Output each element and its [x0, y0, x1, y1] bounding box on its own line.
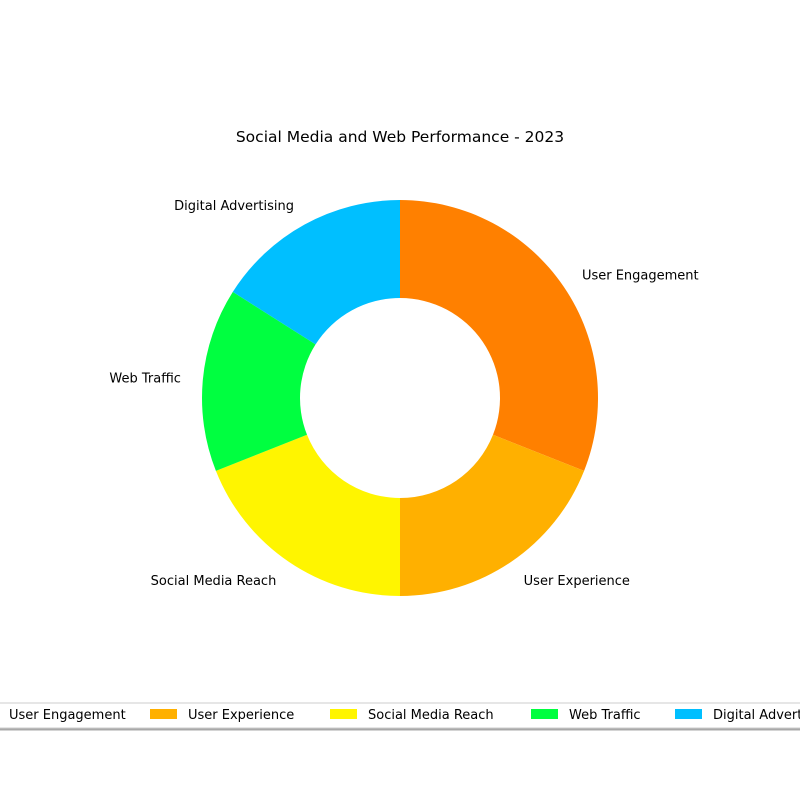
slice-digital-advertising — [232, 200, 400, 345]
legend-label-user-experience: User Experience — [188, 708, 294, 723]
slice-labels: User Engagement User Experience Social Med… — [109, 199, 698, 589]
legend-item-digital-advertising: Digital Advertising — [675, 708, 800, 723]
slice-label-user-experience: User Experience — [524, 574, 630, 589]
legend-item-social-media-reach: Social Media Reach — [330, 708, 494, 723]
slice-user-engagement — [400, 200, 598, 471]
slice-social-media-reach — [215, 434, 400, 596]
legend: User Engagement User Experience Social Med… — [0, 702, 800, 731]
legend-item-web-traffic: Web Traffic — [531, 708, 641, 723]
legend-label-social-media-reach: Social Media Reach — [368, 708, 494, 723]
legend-item-user-engagement: User Engagement — [9, 708, 126, 723]
slice-label-digital-advertising: Digital Advertising — [174, 199, 294, 214]
legend-label-web-traffic: Web Traffic — [569, 708, 641, 723]
legend-label-digital-advertising: Digital Advertising — [713, 708, 800, 723]
slice-web-traffic — [202, 291, 316, 471]
slice-label-social-media-reach: Social Media Reach — [151, 574, 277, 589]
legend-swatch-social-media-reach — [330, 709, 357, 719]
slice-label-user-engagement: User Engagement — [582, 268, 699, 283]
legend-label-user-engagement: User Engagement — [9, 708, 126, 723]
legend-swatch-digital-advertising — [675, 709, 702, 719]
legend-frame — [0, 702, 800, 729]
legend-item-user-experience: User Experience — [150, 708, 294, 723]
legend-swatch-user-experience — [150, 709, 177, 719]
slice-label-web-traffic: Web Traffic — [109, 371, 181, 386]
legend-swatch-web-traffic — [531, 709, 558, 719]
chart-title: Social Media and Web Performance - 2023 — [236, 128, 564, 146]
slice-user-experience — [400, 434, 585, 596]
donut-slices — [202, 200, 598, 596]
